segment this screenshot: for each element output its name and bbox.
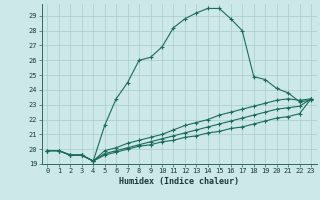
X-axis label: Humidex (Indice chaleur): Humidex (Indice chaleur): [119, 177, 239, 186]
